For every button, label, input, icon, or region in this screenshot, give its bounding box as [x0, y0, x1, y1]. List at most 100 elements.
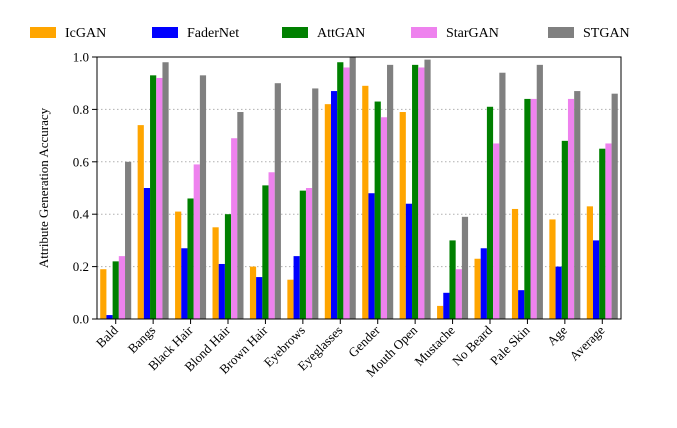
bar	[511, 208, 519, 319]
bar-group	[100, 161, 132, 319]
bar	[536, 64, 543, 319]
bar	[106, 315, 113, 319]
bar	[199, 75, 207, 319]
legend-item: FaderNet	[152, 26, 239, 41]
legend-item: STGAN	[548, 26, 630, 41]
bar	[150, 75, 157, 319]
bar	[305, 188, 313, 319]
bar	[592, 240, 600, 319]
legend-label: AttGAN	[317, 26, 365, 41]
bar	[387, 64, 394, 319]
bar	[349, 57, 356, 319]
x-tick-label: Pale Skin	[487, 322, 533, 368]
bar	[449, 240, 456, 319]
bar-group	[287, 88, 319, 319]
bar	[274, 83, 281, 319]
y-axis: 0.0 0.2 0.4 0.6 0.8 1.0	[73, 50, 97, 327]
legend-label: STGAN	[583, 26, 630, 41]
bar	[324, 104, 331, 319]
bar	[574, 91, 581, 319]
bar	[343, 67, 350, 319]
bar	[461, 216, 469, 319]
bar	[330, 91, 338, 319]
bar	[212, 227, 219, 319]
bar	[224, 214, 232, 319]
x-tick-label: Bald	[93, 322, 121, 350]
bars	[100, 57, 618, 320]
bar	[555, 266, 562, 319]
bar	[605, 143, 612, 319]
bar-group	[249, 83, 281, 319]
bar	[499, 72, 506, 319]
bar-group	[362, 64, 394, 319]
bar	[443, 292, 450, 319]
bar	[231, 138, 238, 319]
bar	[549, 219, 556, 319]
bar-group	[212, 112, 244, 320]
bar	[256, 277, 263, 319]
bar	[518, 290, 525, 319]
bar-group	[137, 62, 169, 320]
bar	[218, 263, 225, 319]
legend-label: IcGAN	[65, 26, 106, 41]
y-tick-label: 0.2	[73, 259, 89, 274]
bar	[162, 62, 169, 320]
bar-group	[511, 64, 543, 319]
x-tick-label: Bangs	[125, 323, 159, 357]
bar	[480, 248, 487, 319]
bar	[143, 188, 151, 319]
bar-group	[399, 59, 431, 320]
y-tick-label: 0.0	[73, 312, 89, 327]
bar	[112, 261, 119, 319]
bar	[299, 190, 306, 319]
legend-swatch	[152, 27, 178, 38]
bar	[237, 112, 244, 320]
bar-group	[549, 91, 581, 319]
bar	[412, 64, 419, 319]
plot-frame	[96, 56, 622, 320]
legend-swatch	[411, 27, 437, 38]
bar	[368, 193, 375, 319]
bar	[187, 198, 194, 319]
bar	[156, 77, 163, 320]
bar	[175, 211, 182, 319]
bar-group	[474, 72, 506, 319]
bar	[561, 140, 568, 319]
bar	[486, 106, 494, 319]
bar	[586, 206, 593, 319]
bar	[524, 98, 531, 319]
x-tick-label: Average	[566, 322, 607, 363]
bar	[567, 98, 575, 319]
bar	[312, 88, 319, 319]
bar-group	[437, 216, 469, 319]
bar	[405, 203, 413, 319]
y-tick-label: 1.0	[73, 50, 89, 65]
bar	[474, 258, 481, 319]
x-tick-label: Mustache	[411, 322, 458, 369]
bar	[118, 256, 126, 319]
legend-item: IcGAN	[30, 26, 106, 41]
legend-swatch	[548, 27, 574, 38]
bar-group	[586, 93, 618, 320]
bar	[100, 269, 107, 319]
legend-label: FaderNet	[187, 26, 239, 41]
legend-item: AttGAN	[282, 26, 365, 41]
bar	[424, 59, 431, 320]
y-tick-label: 0.6	[73, 154, 90, 169]
bar	[437, 305, 444, 319]
legend-item: StarGAN	[411, 26, 499, 41]
bar	[493, 143, 500, 319]
bar	[137, 125, 144, 320]
legend: IcGAN FaderNet AttGAN StarGAN STGAN	[30, 26, 630, 41]
bar	[249, 266, 257, 319]
bar	[181, 248, 188, 319]
y-tick-label: 0.8	[73, 102, 89, 117]
bar	[125, 161, 132, 319]
bar	[399, 112, 406, 320]
bar-group	[324, 57, 356, 320]
bar	[287, 279, 294, 319]
bar	[599, 148, 606, 319]
bar	[262, 185, 269, 319]
bar	[268, 172, 275, 319]
